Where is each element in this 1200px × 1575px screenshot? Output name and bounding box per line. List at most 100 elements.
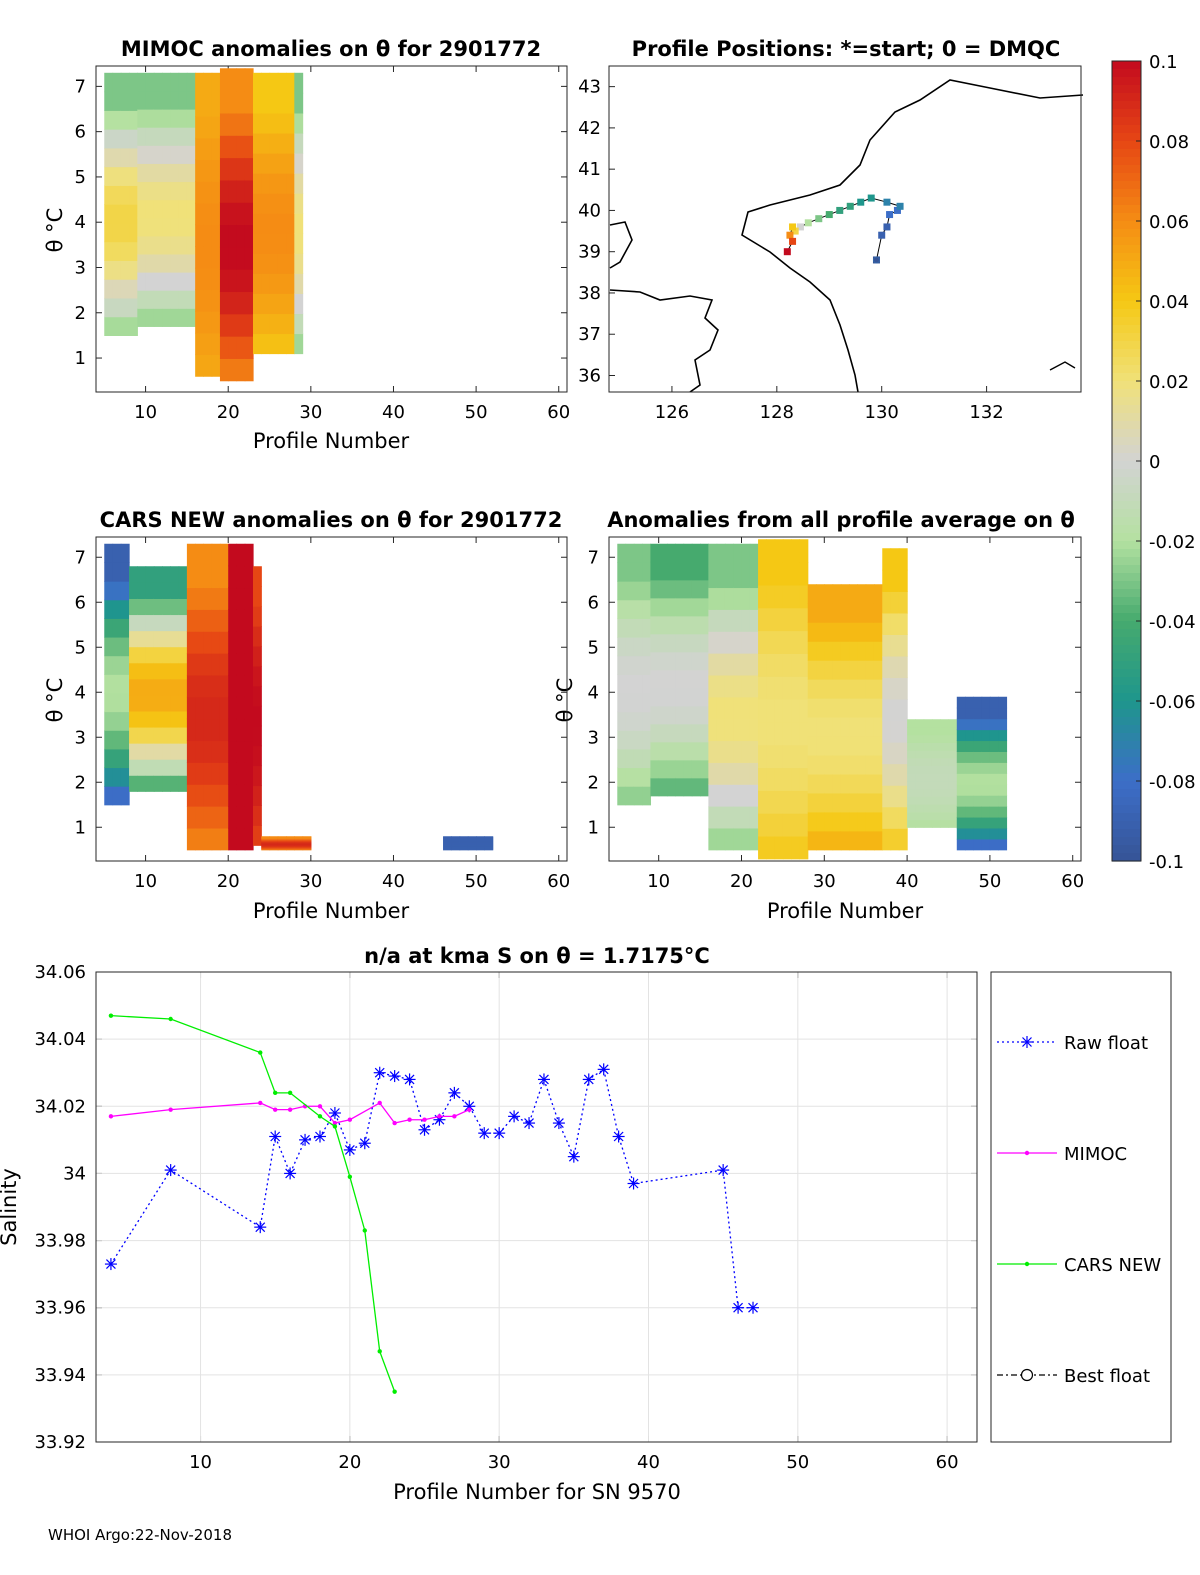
avg-cell [973,784,983,796]
cars-cell [137,646,147,664]
avg-cell [849,603,859,623]
mimoc-cell [219,135,229,159]
mimoc-cell [253,333,262,355]
mimoc-cell [269,293,279,315]
cars-cell [476,843,485,846]
mimoc-cell [269,213,279,234]
avg-cell [724,587,734,610]
cars-cell [484,839,494,841]
cars-cell [261,843,271,846]
avg-cell [981,707,991,720]
avg-cell [625,543,635,563]
mimoc-cell [129,260,138,280]
avg-cell [617,786,627,806]
mimoc-cell [129,185,138,205]
mimoc-cell [195,181,205,204]
mimoc-cell [104,185,114,205]
cars-cell [137,678,147,696]
avg-cell [700,615,709,635]
avg-cell [691,741,701,761]
colorbar-swatch [1112,549,1141,558]
avg-cell [956,696,966,709]
avg-cell [642,655,652,675]
avg-cell [840,717,850,737]
avg-cell [989,729,999,742]
avg-cell [675,561,685,581]
avg-cell [741,565,751,589]
mimoc-cell [228,68,238,92]
cars-cell [443,846,452,849]
mimoc-cell [294,92,304,114]
avg-cell [749,653,759,676]
cars-cell [451,843,461,846]
colorbar-swatch [1112,309,1141,318]
mimoc-cell [253,193,262,214]
cars-cell [186,740,196,763]
mimoc-cell [186,199,196,219]
avg-cell [666,669,676,689]
cars-cell [244,806,254,829]
avg-cell [617,581,627,601]
avg-cell [758,653,767,677]
cars-new-point [108,1013,114,1018]
mimoc-cell [153,145,163,164]
cars-cell [195,674,205,698]
mimoc-cell [120,72,130,93]
mimoc-cell [186,217,196,237]
avg-cell [816,660,825,680]
mimoc-cell [203,267,213,291]
avg-cell [873,830,883,851]
avg-cell [816,792,825,813]
mimoc-cell [211,202,221,226]
avg-cell [766,607,776,632]
cars-cell [467,843,477,846]
avg-cell [965,751,974,763]
colorbar-swatch [1112,781,1141,790]
avg-cell [907,780,916,790]
raw-float-point-stroke [628,1178,639,1189]
mimoc-cell [277,253,287,274]
cars-cell [228,762,238,785]
cars-cell [129,566,138,583]
avg-cell [633,636,643,657]
avg-cell [675,651,685,671]
colorbar-swatch [1112,821,1141,830]
avg-cell [733,587,743,610]
colorbar-swatch [1112,733,1141,742]
cars-cell [170,614,180,632]
avg-cell [840,584,850,604]
cars-cell [484,841,494,843]
avg-cell [700,669,709,689]
avg-cell [675,579,685,599]
mimoc-cell [186,253,196,273]
avg-cell [633,543,643,563]
cars-cell [170,743,180,760]
cars-cell [137,630,147,648]
avg-cell [658,561,668,581]
avg-cell [774,767,784,791]
mimoc-cell [244,291,254,315]
mimoc-cell [178,163,188,183]
avg-cell [989,762,999,774]
colorbar-swatch [1112,613,1141,622]
avg-cell [948,780,958,790]
avg-cell [799,607,809,632]
salinity-ytick-label: 33.96 [34,1298,86,1319]
avg-cell [981,696,991,709]
mimoc-xlabel: Profile Number [253,429,410,453]
cars-cell [219,784,229,807]
avg-cell [741,653,751,676]
mimoc-cell [294,152,304,174]
cars-cell [211,696,221,720]
avg-cell [989,696,999,709]
cars-cell [104,674,114,694]
mimoc-cell [219,246,229,270]
mimoc-cell [104,316,114,337]
cars-cell [467,845,477,848]
avg-cell [832,754,842,775]
mimoc-cell [104,110,114,130]
avg-cell [965,806,974,818]
avg-cell [915,773,925,782]
avg-cell [691,777,701,797]
mimoc-cell [137,272,147,291]
